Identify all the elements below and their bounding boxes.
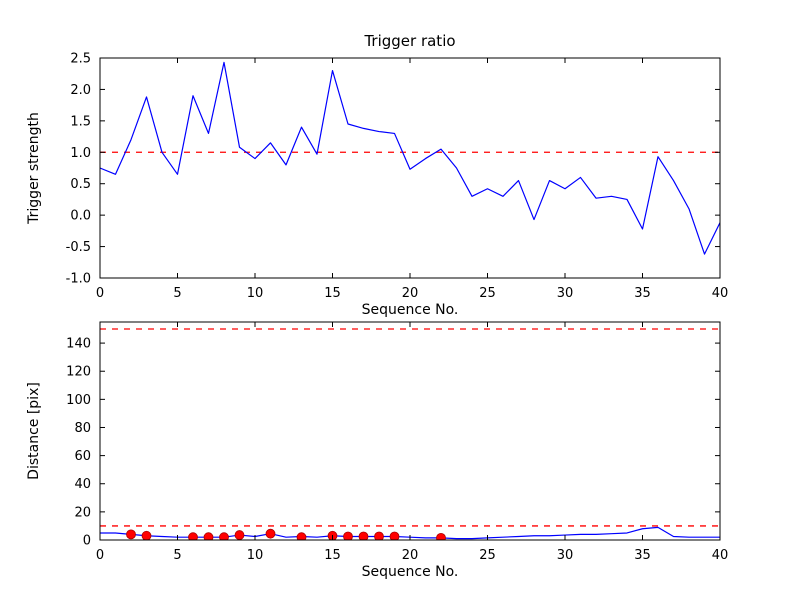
event-marker: [203, 532, 214, 540]
x-tick-label: 15: [324, 548, 341, 563]
x-tick-label: 30: [557, 548, 574, 563]
x-tick-label: 25: [479, 548, 496, 563]
event-marker: [219, 532, 229, 540]
x-tick-label: 5: [173, 548, 181, 563]
event-marker: [126, 529, 136, 540]
y-tick-label: 1.0: [70, 146, 91, 161]
y-tick-label: 20: [74, 505, 91, 520]
y-tick-label: 1.5: [70, 114, 91, 129]
x-tick-label: 30: [557, 286, 574, 301]
x-axis-label: Sequence No.: [362, 302, 459, 318]
x-tick-label: 10: [247, 286, 264, 301]
y-tick-label: -1.0: [66, 272, 91, 287]
y-tick-label: 140: [66, 337, 91, 352]
x-tick-label: 15: [324, 286, 341, 301]
y-tick-label: -0.5: [66, 240, 91, 255]
y-axis-label: Distance [pix]: [26, 382, 42, 480]
trigger-ratio-subplot: 0 5 10 15 20 25 30 35 40 -1.0 -0.5 0.0 0.5 1.0 1.5 2.0 2…: [26, 32, 728, 318]
event-marker: [358, 531, 369, 540]
distance-axes-frame: [99, 321, 721, 541]
event-marker: [296, 532, 307, 540]
y-tick-label: 100: [66, 393, 91, 408]
y-tick-label: 2.5: [70, 52, 91, 67]
x-tick-label: 35: [634, 286, 651, 301]
y-tick-label: 0.0: [70, 209, 91, 224]
event-marker: [374, 531, 384, 540]
y-tick-label: 40: [74, 477, 91, 492]
x-tick-label: 0: [96, 548, 104, 563]
y-tick-label: 0.5: [70, 177, 91, 192]
x-tick-label: 40: [712, 548, 729, 563]
event-marker: [436, 532, 446, 540]
y-tick-label: 120: [66, 365, 91, 380]
y-tick-label: 0: [83, 534, 91, 549]
x-tick-label: 35: [634, 548, 651, 563]
x-tick-label: 40: [712, 286, 729, 301]
y-axis-label: Trigger strength: [26, 112, 42, 225]
y-tick-label: 60: [74, 449, 91, 464]
x-axis-label: Sequence No.: [362, 564, 459, 580]
x-tick-label: 0: [96, 286, 104, 301]
y-tick-label: 2.0: [70, 83, 91, 98]
x-tick-label: 5: [173, 286, 181, 301]
x-tick-label: 10: [247, 548, 264, 563]
distance-subplot: 0 5 10 15 20 25 30 35 40 0 20 40 60 80 100 120 140 Sequen…: [26, 321, 729, 580]
x-tick-label: 25: [479, 286, 496, 301]
event-marker: [188, 532, 198, 540]
x-tick-label: 20: [402, 286, 419, 301]
event-marker: [265, 528, 276, 539]
x-tick-label: 20: [402, 548, 419, 563]
event-marker: [389, 531, 400, 540]
trigger-strength-line: [100, 61, 720, 255]
event-marker: [343, 531, 353, 540]
event-marker: [141, 530, 152, 540]
plot-title: Trigger ratio: [363, 32, 455, 50]
event-marker: [234, 530, 245, 540]
y-tick-label: 80: [74, 421, 91, 436]
